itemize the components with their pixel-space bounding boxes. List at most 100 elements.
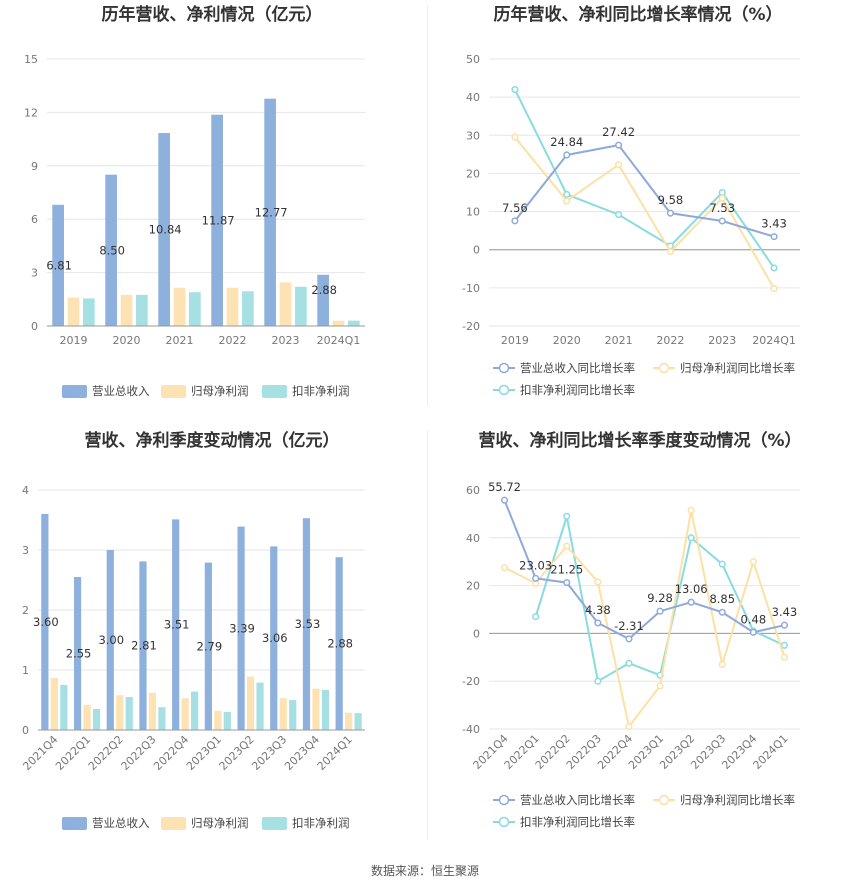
bar: [246, 676, 255, 730]
legend-circle-marker: [498, 794, 510, 806]
x-tick-label: 2021: [166, 334, 194, 347]
data-label: 12.77: [255, 205, 288, 219]
y-tick-label: 0: [22, 724, 29, 737]
legend-label: 归母净利润: [191, 384, 249, 398]
panel-divider-top: [427, 5, 428, 405]
bar: [105, 174, 117, 326]
legend-label: 归母净利润: [191, 816, 249, 830]
bar: [67, 297, 80, 326]
data-label: -2.31: [614, 619, 644, 633]
data-point: [501, 496, 509, 504]
y-tick-label: 2: [22, 604, 29, 617]
legend-swatch: [262, 385, 287, 398]
data-point: [780, 641, 789, 649]
x-tick-label: 2022Q2: [86, 733, 126, 773]
data-point: [563, 579, 571, 587]
data-point: [770, 264, 778, 272]
y-tick-label: -40: [462, 723, 480, 736]
data-point: [656, 682, 664, 690]
data-point: [718, 560, 726, 568]
data-point: [563, 542, 571, 550]
quarterly-growth-chart: 营收、净利同比增长率季度变动情况（%）-40-2002040602021Q420…: [462, 430, 801, 829]
bar: [172, 519, 180, 730]
data-label: 9.28: [647, 591, 673, 605]
y-tick-label: 1: [22, 664, 29, 677]
legend-label: 营业总收入: [92, 816, 150, 830]
y-tick-label: 9: [31, 160, 38, 173]
series-line: [503, 499, 785, 641]
x-tick-label: 2024Q1: [751, 732, 791, 772]
legend-circle-marker: [658, 794, 670, 806]
data-point: [511, 85, 519, 94]
data-label: 4.38: [585, 603, 611, 617]
bar: [139, 561, 147, 730]
legend-circle-marker: [498, 816, 510, 828]
data-label: 3.00: [98, 633, 124, 647]
x-tick-label: 2023: [708, 334, 736, 347]
legend-label: 扣非净利润: [292, 384, 350, 398]
bar: [354, 713, 362, 730]
bar: [83, 704, 91, 730]
bar: [226, 287, 239, 326]
legend-label: 扣非净利润同比增长率: [520, 383, 635, 397]
bar: [332, 320, 345, 326]
legend-swatch: [62, 385, 87, 398]
bar: [279, 282, 292, 326]
annual-growth-chart: 历年营收、净利同比增长率情况（%） -20 -10 0 10 20 30 40 50 2019 20…: [462, 4, 800, 397]
data-point: [718, 217, 726, 225]
bar: [158, 133, 170, 326]
legend-swatch: [161, 385, 186, 398]
y-tick-label: 20: [466, 167, 480, 180]
data-label: 55.72: [488, 480, 521, 494]
legend-label: 营业总收入同比增长率: [520, 361, 635, 375]
data-point: [666, 209, 674, 217]
data-label: 9.58: [658, 193, 684, 207]
bar: [60, 685, 68, 730]
legend-label: 归母净利润同比增长率: [680, 793, 795, 807]
bar: [302, 518, 311, 730]
data-point: [687, 534, 695, 542]
bar: [317, 274, 329, 326]
x-tick-label: 2019: [501, 334, 529, 347]
bar: [289, 700, 297, 730]
y-tick-label: 3: [31, 267, 38, 280]
data-label: 3.60: [33, 615, 59, 629]
data-point: [749, 558, 757, 566]
x-tick-label: 2020: [553, 334, 581, 347]
bar: [256, 682, 264, 730]
bar: [345, 712, 353, 730]
x-tick-label: 2024Q1: [315, 733, 355, 773]
data-point: [532, 613, 540, 621]
data-label: 3.51: [164, 618, 190, 632]
data-label: 27.42: [602, 125, 635, 139]
bar: [321, 689, 330, 730]
x-tick-label: 2022Q3: [119, 733, 159, 773]
bar: [106, 550, 114, 730]
x-tick-label: 2023Q1: [184, 733, 224, 773]
x-tick-label: 2022Q1: [53, 733, 93, 773]
bar: [295, 286, 307, 326]
data-point: [625, 659, 633, 667]
data-label: 2.81: [131, 639, 157, 653]
y-tick-label: 40: [466, 91, 480, 104]
series-line: [514, 89, 775, 269]
bar: [242, 291, 254, 326]
legend-swatch: [62, 817, 87, 830]
y-tick-label: 60: [466, 484, 480, 497]
y-tick-label: -10: [462, 282, 480, 295]
data-label: 3.39: [229, 621, 255, 635]
legend-label: 营业总收入: [92, 384, 150, 398]
data-label: 23.03: [519, 558, 552, 572]
bar: [189, 292, 201, 326]
bar: [270, 546, 278, 730]
data-label: 2.88: [327, 637, 353, 651]
bar: [223, 712, 231, 730]
data-source-label: 数据来源：恒生聚源: [370, 864, 479, 878]
data-point: [501, 564, 509, 572]
data-label: 2.55: [66, 647, 92, 661]
data-label: 7.56: [502, 201, 528, 215]
x-tick-label: 2020: [113, 334, 141, 347]
data-point: [749, 628, 757, 636]
data-label: 10.84: [149, 223, 182, 237]
y-tick-label: 10: [466, 206, 480, 219]
